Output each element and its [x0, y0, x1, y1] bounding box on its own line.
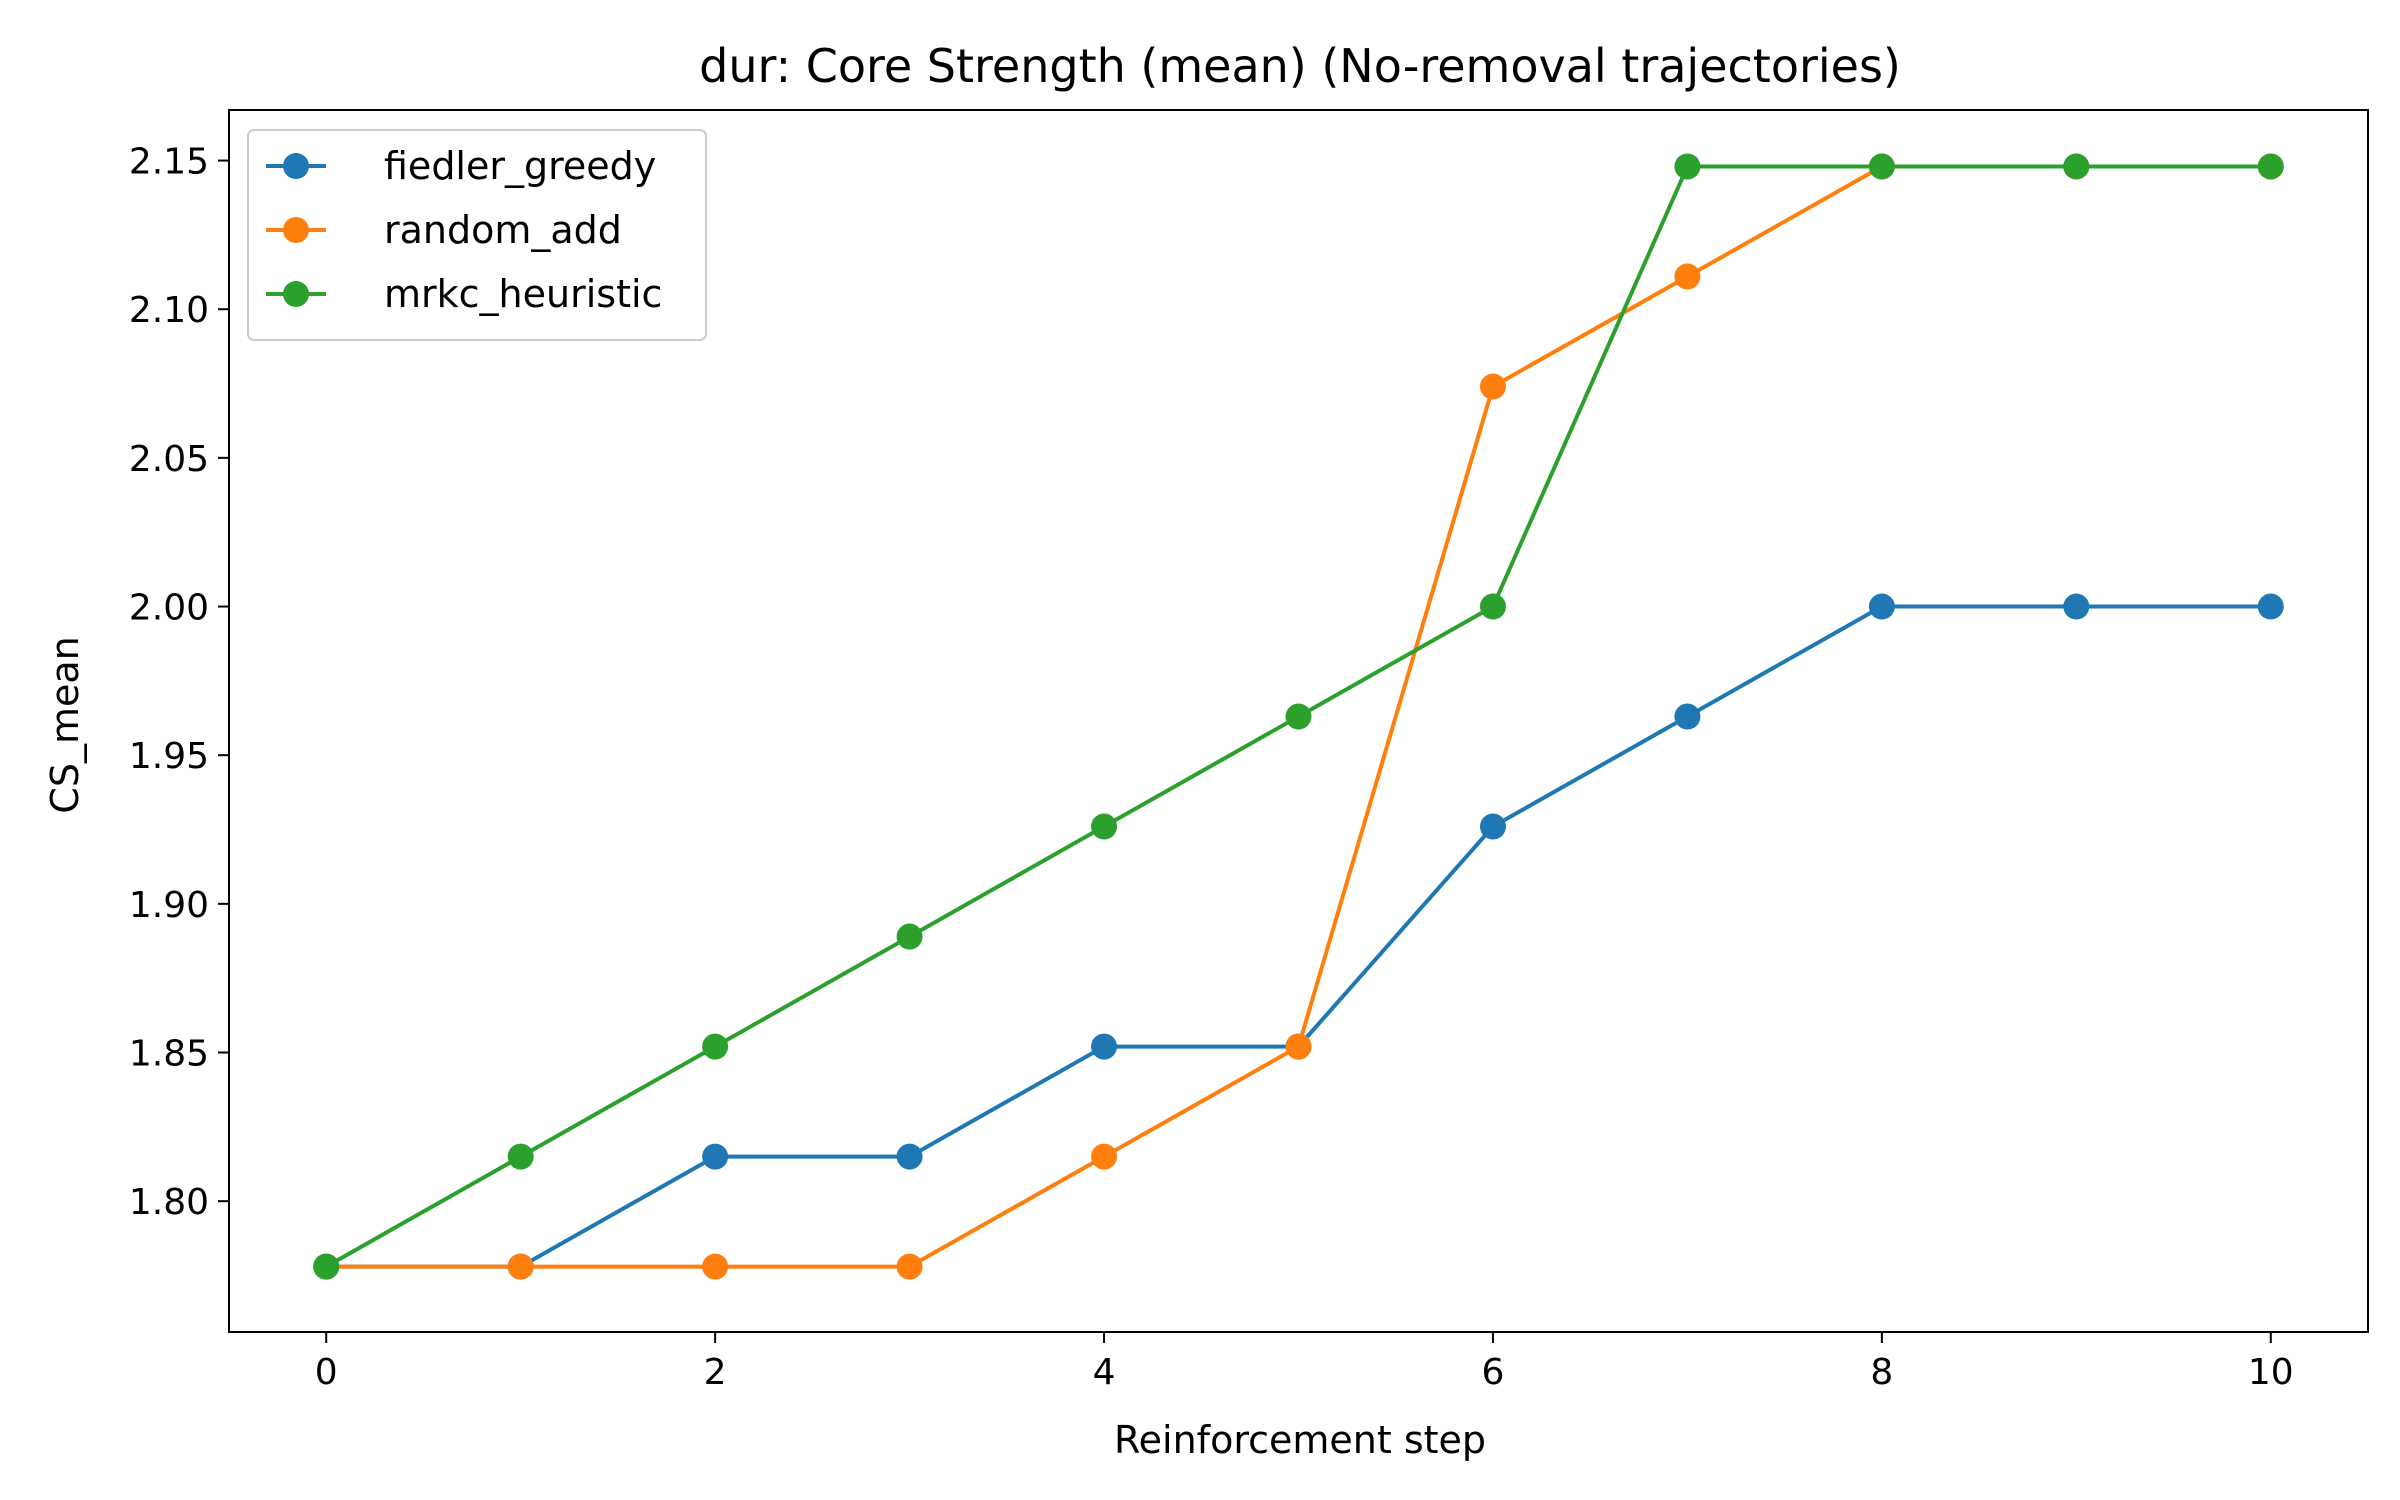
legend: fiedler_greedy random_add mrkc_heuristic: [247, 129, 707, 341]
data-point: [896, 1253, 923, 1280]
x-axis: 0 2 4 6 8 10: [315, 1332, 2294, 1393]
data-point: [896, 923, 923, 950]
x-axis-label: Reinforcement step: [1114, 1418, 1486, 1462]
x-tick-label: 8: [1870, 1352, 1893, 1393]
data-point: [313, 1253, 340, 1280]
legend-box: [247, 129, 707, 341]
x-tick-label: 10: [2248, 1352, 2294, 1393]
data-point: [507, 1143, 534, 1170]
data-point: [2063, 593, 2090, 620]
data-point: [702, 1033, 729, 1060]
y-tick-label: 1.90: [129, 885, 209, 926]
y-tick-label: 1.80: [129, 1182, 209, 1223]
legend-label: fiedler_greedy: [384, 144, 656, 188]
data-point: [1479, 813, 1506, 840]
x-tick-label: 2: [704, 1352, 727, 1393]
x-tick-label: 6: [1482, 1352, 1505, 1393]
data-point: [1479, 373, 1506, 400]
data-point: [1091, 1143, 1118, 1170]
legend-marker: [283, 281, 309, 307]
data-point: [1285, 703, 1312, 730]
y-tick-label: 2.15: [129, 142, 209, 183]
data-point: [507, 1253, 534, 1280]
data-point: [702, 1143, 729, 1170]
chart-title: dur: Core Strength (mean) (No-removal tr…: [699, 39, 1901, 93]
legend-item: fiedler_greedy: [266, 144, 656, 188]
y-tick-label: 1.85: [129, 1034, 209, 1075]
legend-item: mrkc_heuristic: [266, 272, 662, 316]
data-point: [2257, 153, 2284, 180]
x-tick-label: 0: [315, 1352, 338, 1393]
plot-frame: [228, 109, 2369, 1333]
y-axis: 1.80 1.85 1.90 1.95 2.00 2.05 2.10 2.15: [129, 142, 229, 1223]
series-group: [313, 153, 2284, 1280]
y-axis-label: CS_mean: [43, 636, 87, 813]
data-point: [1479, 593, 1506, 620]
data-point: [1285, 1033, 1312, 1060]
data-point: [1091, 1033, 1118, 1060]
y-tick-label: 1.95: [129, 736, 209, 777]
y-tick-label: 2.10: [129, 290, 209, 331]
data-point: [702, 1253, 729, 1280]
legend-label: mrkc_heuristic: [384, 272, 662, 316]
data-point: [2063, 153, 2090, 180]
data-point: [1868, 593, 1895, 620]
legend-label: random_add: [384, 208, 622, 252]
legend-marker: [283, 217, 309, 243]
data-point: [1674, 263, 1701, 290]
y-tick-label: 2.00: [129, 588, 209, 629]
legend-item: random_add: [266, 208, 622, 252]
series-mrkc_heuristic: [313, 153, 2284, 1280]
y-tick-label: 2.05: [129, 439, 209, 480]
data-point: [1674, 153, 1701, 180]
data-point: [2257, 593, 2284, 620]
data-point: [1868, 153, 1895, 180]
x-tick-label: 4: [1093, 1352, 1116, 1393]
data-point: [1091, 813, 1118, 840]
data-point: [896, 1143, 923, 1170]
data-point: [1674, 703, 1701, 730]
legend-marker: [283, 153, 309, 179]
